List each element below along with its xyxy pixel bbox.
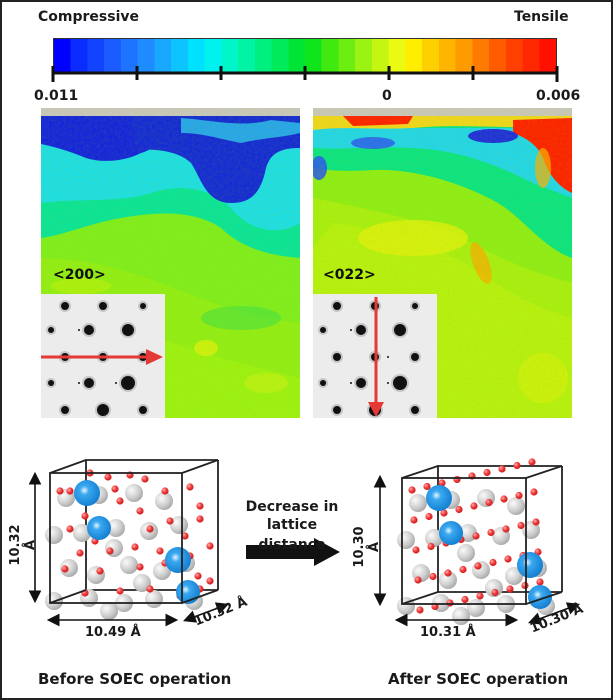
orientation-label-200: <200> (53, 267, 106, 283)
width-label-after: 10.31 Å (420, 625, 476, 640)
tensile-label: Tensile (514, 9, 569, 25)
crystal-cube-before (45, 459, 219, 620)
compressive-label: Compressive (38, 9, 139, 25)
height-label-after: 10.30 Å (352, 526, 382, 568)
crystal-cube-after (397, 458, 563, 625)
caption-before: Before SOEC operation (38, 670, 232, 688)
colorbar-zero-label: 0 (382, 88, 392, 104)
width-label-before: 10.49 Å (85, 625, 141, 640)
crystal-structures (28, 458, 581, 627)
arrow-text-line2: lattice distance (258, 517, 326, 553)
orientation-label-022: <022> (323, 267, 376, 283)
vertical-arrow-icon (368, 297, 384, 417)
horizontal-arrow-icon (41, 349, 163, 365)
direction-arrows (41, 297, 384, 417)
arrow-text-line1: Decrease in (245, 499, 339, 515)
colorbar-min-label: 0.011 (34, 88, 79, 104)
caption-after: After SOEC operation (388, 670, 569, 688)
colorbar-axis (51, 66, 559, 82)
transition-arrow-icon (246, 538, 340, 566)
colorbar-max-label: 0.006 (536, 88, 581, 104)
depth-dimension-arrow-after (527, 602, 581, 625)
height-label-before: 10.32 Å (8, 524, 38, 566)
depth-dimension-arrow-before (183, 602, 229, 623)
